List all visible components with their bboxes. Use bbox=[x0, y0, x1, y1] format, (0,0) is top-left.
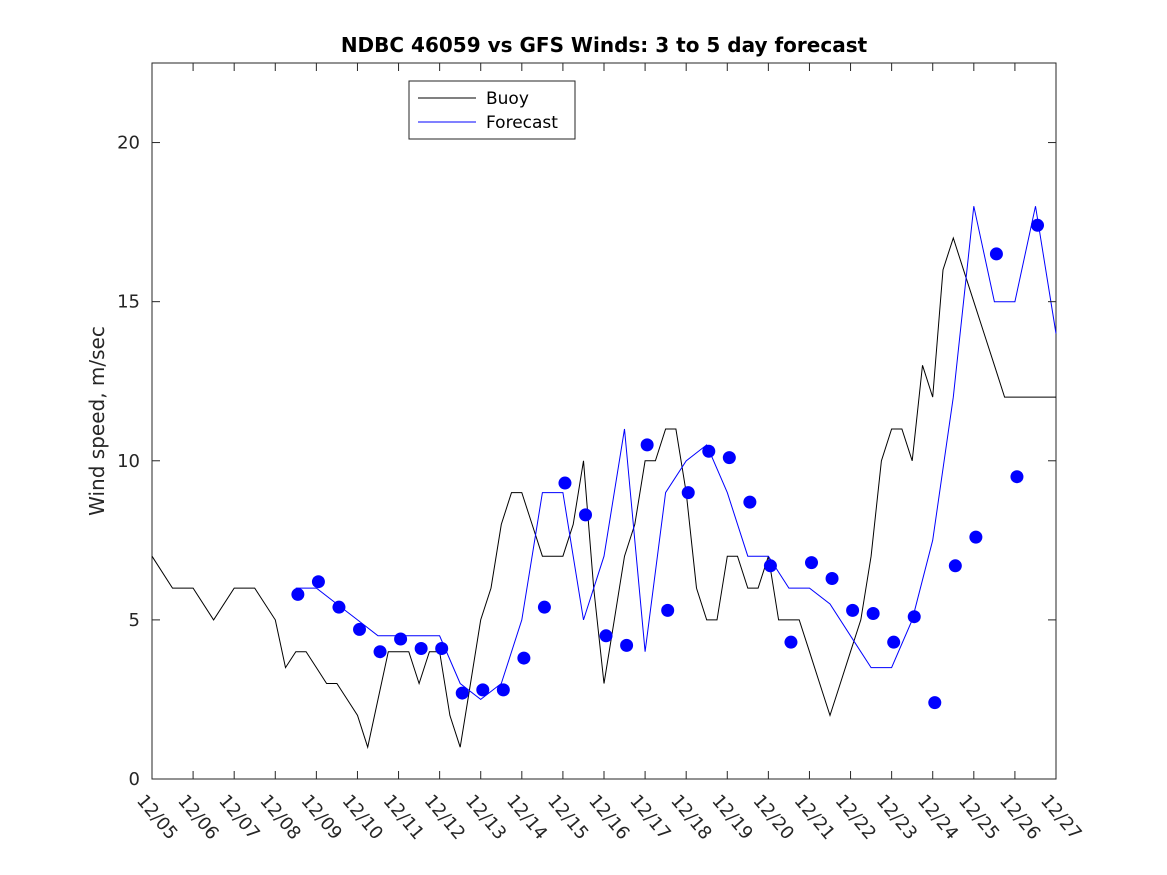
y-axis-ticks: 0 5 10 15 20 bbox=[117, 133, 1056, 790]
forecast-point bbox=[702, 444, 716, 458]
forecast-point bbox=[579, 508, 593, 522]
forecast-point bbox=[311, 575, 325, 589]
x-tick-label: 12/25 bbox=[954, 791, 1003, 844]
forecast-point bbox=[435, 642, 449, 656]
x-tick-label: 12/08 bbox=[255, 791, 304, 844]
forecast-point bbox=[455, 686, 469, 700]
forecast-point bbox=[887, 635, 901, 649]
x-tick-label: 12/18 bbox=[666, 791, 715, 844]
x-tick-label: 12/11 bbox=[379, 791, 428, 844]
forecast-point bbox=[394, 632, 408, 646]
y-tick-label: 0 bbox=[129, 769, 140, 790]
forecast-point bbox=[681, 486, 695, 500]
forecast-point bbox=[496, 683, 510, 697]
x-tick-label: 12/12 bbox=[420, 791, 469, 844]
forecast-point bbox=[661, 603, 675, 617]
y-tick-label: 10 bbox=[117, 451, 140, 472]
legend-buoy-label: Buoy bbox=[486, 89, 529, 109]
forecast-point bbox=[537, 600, 551, 614]
x-tick-label: 12/23 bbox=[872, 791, 921, 844]
x-tick-label: 12/14 bbox=[502, 791, 551, 844]
forecast-point bbox=[846, 603, 860, 617]
x-tick-label: 12/09 bbox=[297, 791, 346, 844]
forecast-point bbox=[373, 645, 387, 659]
x-tick-label: 12/17 bbox=[625, 791, 674, 844]
forecast-point bbox=[599, 629, 613, 643]
forecast-point bbox=[743, 495, 757, 509]
x-tick-label: 12/24 bbox=[913, 791, 962, 844]
forecast-point bbox=[517, 651, 531, 665]
x-tick-label: 12/20 bbox=[749, 791, 798, 844]
x-tick-label: 12/26 bbox=[995, 791, 1044, 844]
forecast-point bbox=[291, 587, 305, 601]
x-tick-label: 12/05 bbox=[132, 791, 181, 844]
x-tick-label: 12/13 bbox=[461, 791, 510, 844]
x-tick-label: 12/16 bbox=[584, 791, 633, 844]
chart-title: NDBC 46059 vs GFS Winds: 3 to 5 day fore… bbox=[341, 33, 868, 57]
forecast-point bbox=[948, 559, 962, 573]
forecast-point bbox=[989, 247, 1003, 261]
forecast-point bbox=[620, 638, 634, 652]
y-tick-label: 20 bbox=[117, 133, 140, 154]
forecast-point bbox=[640, 438, 654, 452]
forecast-point bbox=[907, 610, 921, 624]
x-tick-label: 12/22 bbox=[831, 791, 880, 844]
x-tick-label: 12/06 bbox=[173, 791, 222, 844]
x-tick-label: 12/19 bbox=[707, 791, 756, 844]
plot-area bbox=[151, 62, 1057, 780]
forecast-point bbox=[763, 559, 777, 573]
y-tick-label: 5 bbox=[129, 610, 140, 631]
forecast-point bbox=[414, 642, 428, 656]
x-tick-label: 12/07 bbox=[214, 791, 263, 844]
buoy-series-line bbox=[151, 236, 1056, 750]
x-tick-label: 12/10 bbox=[338, 791, 387, 844]
forecast-point bbox=[476, 683, 490, 697]
forecast-point bbox=[969, 530, 983, 544]
y-tick-label: 15 bbox=[117, 292, 140, 313]
forecast-point bbox=[558, 476, 572, 490]
forecast-point bbox=[866, 607, 880, 621]
legend-forecast-label: Forecast bbox=[486, 113, 558, 133]
forecast-point bbox=[825, 572, 839, 586]
forecast-point bbox=[1031, 218, 1045, 232]
series-layer bbox=[151, 206, 1057, 750]
y-axis-label: Wind speed, m/sec bbox=[85, 326, 109, 516]
forecast-point bbox=[722, 451, 736, 465]
forecast-point bbox=[332, 600, 346, 614]
forecast-point bbox=[1010, 470, 1024, 484]
forecast-series-line bbox=[295, 206, 1057, 701]
forecast-point bbox=[784, 635, 798, 649]
legend-box bbox=[408, 80, 576, 140]
forecast-point bbox=[353, 622, 367, 636]
x-tick-label: 12/21 bbox=[790, 791, 839, 844]
x-tick-label: 12/27 bbox=[1036, 791, 1085, 844]
legend: Buoy Forecast bbox=[408, 80, 576, 140]
forecast-point bbox=[805, 556, 819, 570]
x-tick-label: 12/15 bbox=[543, 791, 592, 844]
forecast-point bbox=[928, 696, 942, 710]
